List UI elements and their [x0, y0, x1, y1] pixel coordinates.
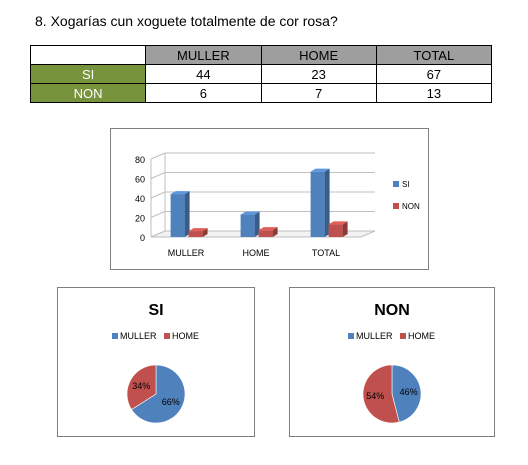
table-row: NON 6 7 13	[29, 83, 493, 103]
legend-label-muller: MULLER	[356, 331, 393, 341]
bar-side	[184, 191, 190, 237]
legend-swatch-muller	[348, 333, 354, 339]
bar-non-total	[328, 224, 343, 237]
bar-top	[170, 191, 190, 195]
pie-data-label: 34%	[132, 381, 150, 391]
bar-side	[202, 228, 208, 237]
bar-si-muller	[170, 194, 185, 237]
y-tick-label: 0	[140, 233, 145, 243]
legend-swatch-home	[164, 333, 170, 339]
pie-slice-home	[362, 364, 400, 424]
grid-line-side	[150, 152, 166, 160]
table-cell: 67	[375, 64, 493, 84]
table-header-home: HOME	[260, 45, 377, 65]
grid-line-side	[150, 172, 166, 179]
legend-label-non: NON	[402, 202, 420, 211]
pie-chart-si: SI MULLER HOME 66% 34%	[112, 302, 199, 424]
pie-title: NON	[374, 302, 410, 319]
grid-line-side	[150, 211, 166, 218]
legend-label-home: HOME	[172, 331, 199, 341]
y-tick-label: 80	[135, 155, 145, 165]
y-tick-label: 40	[135, 194, 145, 204]
y-tick-label: 20	[135, 214, 145, 224]
x-tick-label: TOTAL	[312, 248, 340, 258]
legend-swatch-si	[393, 181, 399, 187]
legend-label-muller: MULLER	[120, 331, 157, 341]
bar-top	[188, 228, 208, 232]
bar-non-muller	[188, 231, 203, 237]
table-cell: 7	[260, 83, 377, 103]
bar-side	[342, 221, 348, 237]
x-tick-label: HOME	[243, 248, 270, 258]
pie-slice-muller	[131, 364, 186, 424]
bar-side	[272, 227, 278, 237]
table-header-total: TOTAL	[375, 45, 493, 65]
table-row-label: SI	[29, 64, 147, 84]
table-cell: 23	[260, 64, 377, 84]
bar-top	[258, 227, 278, 231]
pie-slice-home	[126, 364, 157, 410]
bar-top	[310, 168, 330, 172]
question-title: 8. Xogarías cun xoguete totalmente de co…	[35, 13, 338, 29]
bar-non-home	[258, 230, 273, 237]
table-cell: 13	[375, 83, 493, 103]
table-header-muller: MULLER	[145, 45, 262, 65]
y-tick-label: 60	[135, 175, 145, 185]
legend-swatch-home	[400, 333, 406, 339]
bar-top	[240, 211, 260, 215]
pie-chart-si-box: SI MULLER HOME 66% 34%	[57, 287, 255, 437]
pie-chart-non-box: NON MULLER HOME 46% 54%	[289, 287, 495, 437]
pie-title: SI	[148, 302, 163, 319]
grid-line-side	[150, 191, 166, 199]
x-tick-label: MULLER	[168, 248, 205, 258]
legend-swatch-non	[393, 203, 399, 209]
bar-chart: 0 20 40 60 80 MULLER HOME TOTAL SI NON	[135, 152, 420, 258]
legend-swatch-muller	[112, 333, 118, 339]
table-row: SI 44 23 67	[29, 64, 493, 84]
bar-side	[324, 168, 330, 237]
table-corner-cell	[29, 45, 147, 65]
table-header-row: MULLER HOME TOTAL	[29, 45, 493, 65]
pie-data-label: 54%	[366, 391, 384, 401]
pie-data-label: 66%	[162, 397, 180, 407]
bar-si-total	[310, 171, 325, 237]
results-table: MULLER HOME TOTAL SI 44 23 67 NON 6 7 13	[29, 45, 493, 103]
bar-side	[254, 211, 260, 237]
pie-data-label: 46%	[400, 387, 418, 397]
pie-slice-muller	[391, 364, 422, 423]
table-row-label: NON	[29, 83, 147, 103]
pie-chart-non: NON MULLER HOME 46% 54%	[348, 302, 435, 424]
bar-chart-box: 0 20 40 60 80 MULLER HOME TOTAL SI NON	[110, 128, 429, 270]
bar-si-home	[240, 214, 255, 237]
table-cell: 6	[145, 83, 262, 103]
bar-top	[328, 221, 348, 225]
legend-label-si: SI	[402, 180, 410, 189]
legend-label-home: HOME	[408, 331, 435, 341]
table-cell: 44	[145, 64, 262, 84]
